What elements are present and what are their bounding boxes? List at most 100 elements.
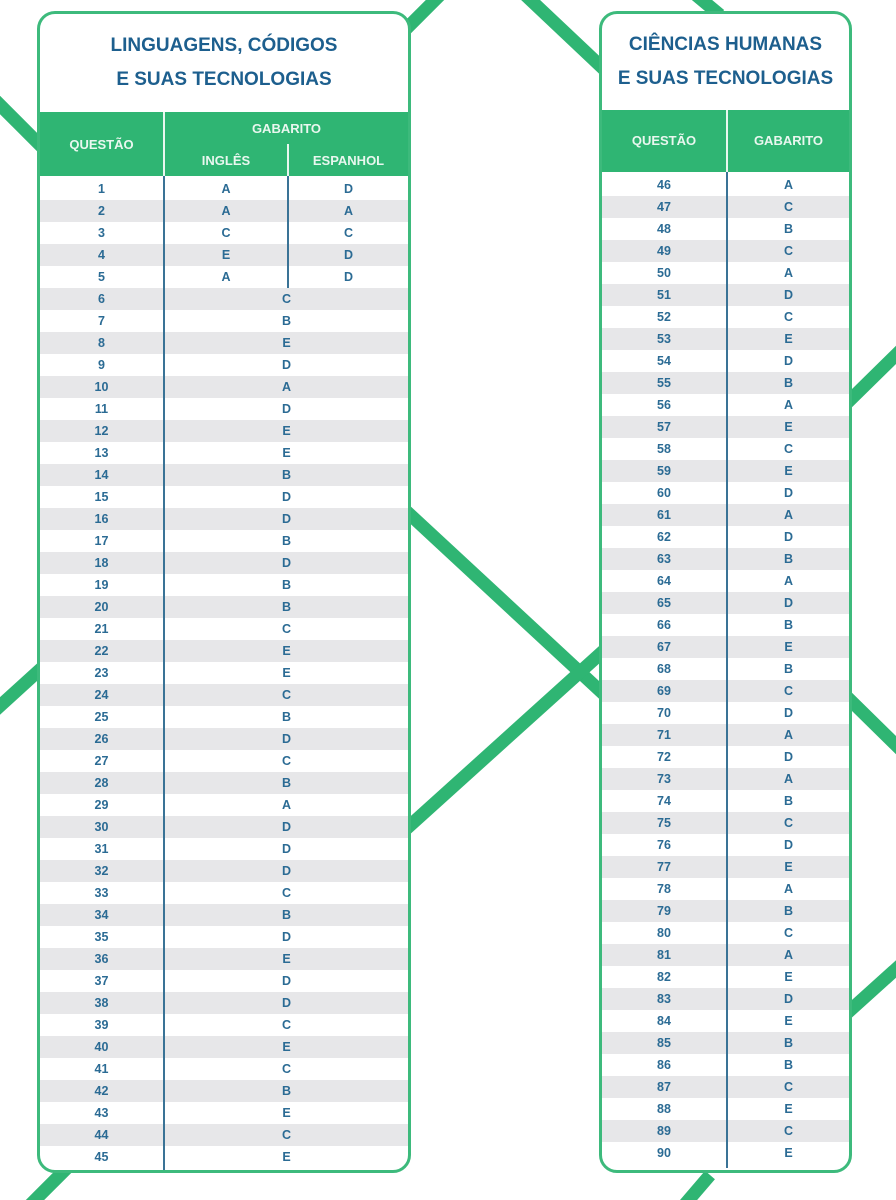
table-row: 59 E [602,460,849,482]
question-number: 78 [657,882,671,896]
title-line: E SUAS TECNOLOGIAS [116,69,332,90]
question-number: 73 [657,772,671,786]
question-number: 75 [657,816,671,830]
table-row: 84 E [602,1010,849,1032]
question-number: 50 [657,266,671,280]
question-number: 44 [94,1128,109,1142]
question-number: 45 [94,1150,109,1164]
answer: B [281,908,292,922]
question-number: 60 [657,486,671,500]
answer: B [783,552,794,566]
table-row: 64 A [602,570,849,592]
answer: B [783,662,794,676]
question-number: 29 [94,798,109,812]
table-row: 85 B [602,1032,849,1054]
table-row: 78 A [602,878,849,900]
table-row: 1 A D [40,178,408,200]
table-row: 15 D [40,486,408,508]
answer: C [783,926,794,940]
table-row: 81 A [602,944,849,966]
answer: D [281,556,292,570]
question-number: 81 [657,948,671,962]
table-row: 16 D [40,508,408,530]
answer-ingles: A [221,182,231,196]
question-number: 66 [657,618,671,632]
table-header: QUESTÃO GABARITO INGLÊS ESPANHOL [40,112,408,176]
answer: D [783,596,794,610]
answer: C [281,1128,292,1142]
answer: A [281,380,292,394]
table-row: 88 E [602,1098,849,1120]
question-number: 68 [657,662,671,676]
table-row: 42 B [40,1080,408,1102]
table-title: CIÊNCIAS HUMANAS E SUAS TECNOLOGIAS [602,14,849,110]
question-number: 51 [657,288,671,302]
table-row: 13 E [40,442,408,464]
answer: A [783,266,794,280]
answer-espanhol: C [343,226,354,240]
answer: D [281,402,292,416]
answer: B [281,710,292,724]
answer: E [282,952,291,966]
answer: D [783,992,794,1006]
question-number: 65 [657,596,671,610]
table-row: 50 A [602,262,849,284]
answer: E [282,644,291,658]
answer: A [783,178,794,192]
question-number: 32 [94,864,109,878]
table-row: 20 B [40,596,408,618]
table-row: 39 C [40,1014,408,1036]
table-row: 22 E [40,640,408,662]
table-row: 21 C [40,618,408,640]
table-row: 49 C [602,240,849,262]
answer-ingles: E [221,248,231,262]
table-row: 90 E [602,1142,849,1164]
answer: B [281,578,292,592]
answer: D [783,750,794,764]
question-number: 82 [657,970,671,984]
table-row: 67 E [602,636,849,658]
answer: B [281,468,292,482]
answer: B [783,222,794,236]
answer: A [783,398,794,412]
answer: D [783,530,794,544]
table-row: 27 C [40,750,408,772]
answer: D [783,288,794,302]
table-row: 80 C [602,922,849,944]
table-row: 77 E [602,856,849,878]
answer: E [282,1040,291,1054]
answer: D [281,996,292,1010]
answer: B [281,776,292,790]
table-row: 55 B [602,372,849,394]
table-row: 11 D [40,398,408,420]
question-number: 62 [657,530,671,544]
question-number: 40 [94,1040,109,1054]
question-number: 20 [94,600,109,614]
answer: E [784,640,793,654]
question-number: 13 [94,446,109,460]
answer: B [783,376,794,390]
table-row: 47 C [602,196,849,218]
linguagens-answer-key-table: LINGUAGENS, CÓDIGOS E SUAS TECNOLOGIAS Q… [37,11,411,1173]
answer: D [281,358,292,372]
table-row: 51 D [602,284,849,306]
answer: C [281,886,292,900]
table-row: 71 A [602,724,849,746]
question-number: 33 [94,886,109,900]
table-row: 76 D [602,834,849,856]
question-number: 47 [657,200,671,214]
question-number: 14 [94,468,109,482]
table-row: 10 A [40,376,408,398]
question-number: 30 [94,820,109,834]
answer: E [784,332,793,346]
question-number: 39 [94,1018,109,1032]
question-number: 34 [94,908,109,922]
table-body: 1 A D 2 A A 3 C C 4 E D 5 A D 6 C 7 B 8 E 9 D 10 A 11 D 12 E 13 E 14 B 15… [40,176,408,1168]
answer: E [784,464,793,478]
answer: A [783,574,794,588]
answer: C [783,684,794,698]
table-row: 54 D [602,350,849,372]
question-number: 18 [94,556,109,570]
